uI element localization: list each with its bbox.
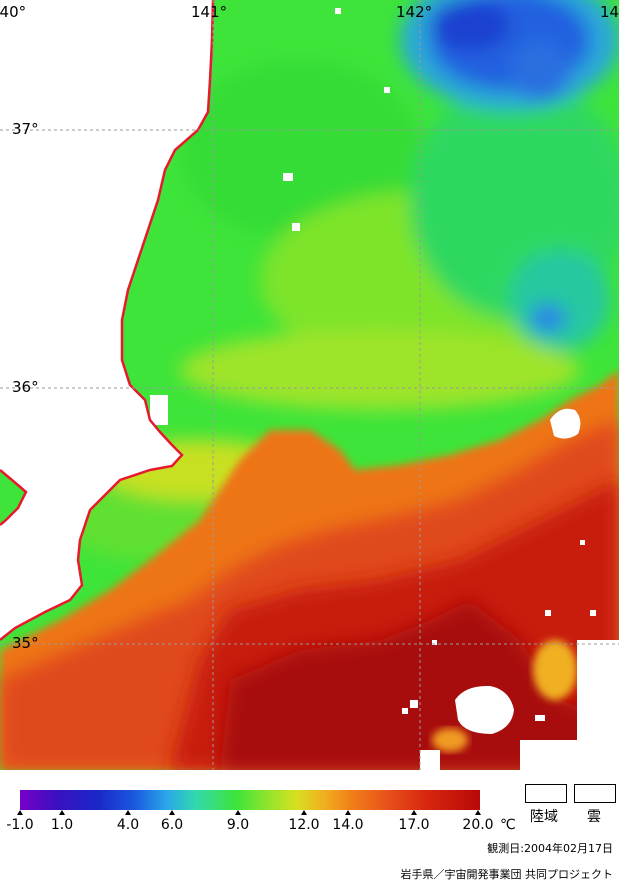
lat-label-37: 37° <box>12 120 39 138</box>
land-label: 陸域 <box>530 809 558 825</box>
color-scale-bar <box>20 790 480 810</box>
lon-label-140: 140° <box>0 3 26 21</box>
tick-mark <box>125 810 131 815</box>
land-area <box>0 0 213 640</box>
lon-label-141: 141° <box>191 3 227 21</box>
unit-label: ℃ <box>500 817 516 833</box>
cloud-label: 雲 <box>587 809 601 825</box>
sea-area <box>0 0 619 770</box>
sea-surface-temperature-map: 140° 141° 142° 143° 37° 36° 35° <box>0 0 619 770</box>
lat-label-35: 35° <box>12 634 39 652</box>
legend: -1.0 1.0 4.0 6.0 9.0 12.0 14.0 17.0 20.0… <box>0 770 619 881</box>
tick-mark <box>17 810 23 815</box>
tick-mark <box>411 810 417 815</box>
credit-text: 岩手県／宇宙開発事業団 共同プロジェクト <box>400 868 614 881</box>
tick-mark <box>345 810 351 815</box>
land-swatch <box>525 784 567 803</box>
tick-label: 14.0 <box>332 817 364 833</box>
cloud-swatch <box>574 784 616 803</box>
tick-mark <box>59 810 65 815</box>
lon-label-142: 142° <box>396 3 432 21</box>
tick-label: 9.0 <box>226 817 250 833</box>
tick-mark <box>475 810 481 815</box>
lon-label-143: 143° <box>600 3 619 21</box>
observation-date: 観測日:2004年02月17日 <box>487 842 613 855</box>
tick-mark <box>169 810 175 815</box>
tick-mark <box>235 810 241 815</box>
tick-label: -1.0 <box>6 817 34 833</box>
cloud-patches <box>150 8 619 770</box>
coastline <box>0 0 215 641</box>
tick-label: 17.0 <box>398 817 430 833</box>
lat-label-36: 36° <box>12 378 39 396</box>
tick-label: 6.0 <box>160 817 184 833</box>
tick-label: 1.0 <box>50 817 74 833</box>
tick-label: 12.0 <box>288 817 320 833</box>
tick-label: 20.0 <box>462 817 494 833</box>
tick-label: 4.0 <box>116 817 140 833</box>
tick-mark <box>301 810 307 815</box>
graticule <box>0 0 619 770</box>
